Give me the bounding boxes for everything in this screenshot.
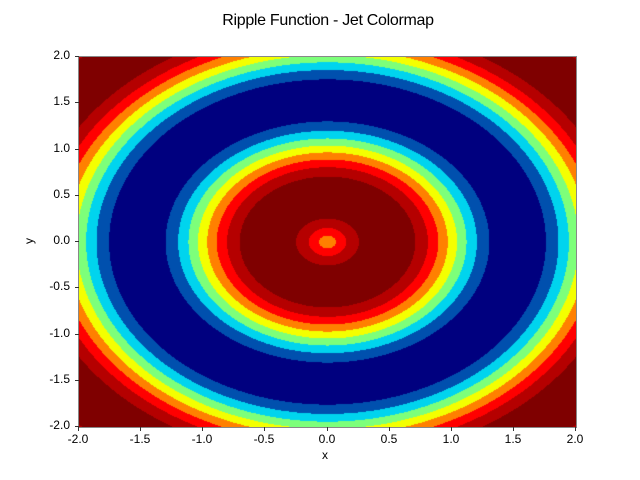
y-tick-mark [75,287,79,288]
y-tick-mark [75,426,79,427]
x-tick-mark [202,427,203,431]
x-tick-mark [451,427,452,431]
y-tick-mark [75,195,79,196]
y-tick-mark [75,102,79,103]
x-tick-mark [264,427,265,431]
x-tick-mark [327,427,328,431]
x-tick-label: 1.0 [442,432,460,446]
x-tick-mark [389,427,390,431]
x-tick-label: 1.5 [504,432,522,446]
y-tick-label: 2.0 [53,48,70,62]
y-axis-label: y [22,238,36,244]
y-tick-label: -0.5 [49,279,70,293]
y-tick-mark [75,241,79,242]
x-tick-label: 0.5 [380,432,398,446]
x-tick-label: 2.0 [566,432,584,446]
y-tick-label: -1.5 [49,372,70,386]
x-tick-label: 0.0 [318,432,336,446]
y-tick-label: 0.0 [53,233,70,247]
chart-title: Ripple Function - Jet Colormap [222,12,434,29]
y-tick-mark [75,56,79,57]
x-tick-mark [575,427,576,431]
x-axis-label: x [322,448,328,462]
x-tick-mark [78,427,79,431]
y-tick-label: -1.0 [49,326,70,340]
y-tick-label: 1.5 [53,94,70,108]
x-tick-label: -2.0 [67,432,89,446]
contour-canvas [79,57,576,427]
x-tick-label: -0.5 [253,432,275,446]
x-tick-label: -1.5 [129,432,151,446]
y-tick-mark [75,380,79,381]
contour-plot-area [79,57,576,427]
y-tick-label: -2.0 [49,418,70,432]
x-tick-mark [140,427,141,431]
x-tick-label: -1.0 [191,432,213,446]
y-tick-label: 0.5 [53,187,70,201]
x-tick-mark [513,427,514,431]
y-tick-mark [75,149,79,150]
y-tick-label: 1.0 [53,141,70,155]
y-tick-mark [75,334,79,335]
